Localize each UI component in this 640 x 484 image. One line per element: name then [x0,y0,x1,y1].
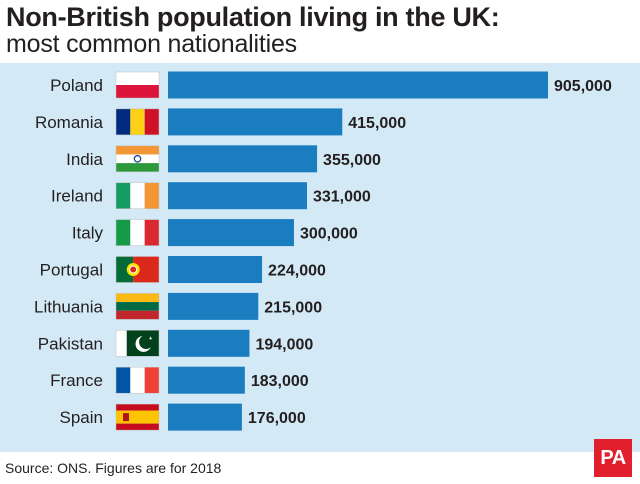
category-label-portugal: Portugal [40,261,103,280]
bar-poland [168,71,548,99]
spain-flag-icon [115,403,160,431]
pakistan-flag-icon [115,330,160,357]
category-label-lithuania: Lithuania [34,297,104,316]
pa-logo: PA [594,439,632,477]
bar-france [168,366,245,394]
value-label-india: 355,000 [323,152,381,169]
category-label-romania: Romania [35,113,104,132]
bar-portugal [168,256,263,283]
category-label-italy: Italy [72,224,104,243]
category-label-france: France [50,371,103,390]
poland-flag-icon [115,71,160,99]
romania-flag-icon [115,108,160,136]
value-label-spain: 176,000 [248,410,306,427]
portugal-flag-icon [115,256,160,283]
bar-chart: Poland 905,000 Romania 415,000 India 355,000 I… [34,71,612,431]
value-label-portugal: 224,000 [268,263,326,280]
bar-lithuania [168,292,259,320]
bar-romania [168,108,343,136]
value-label-lithuania: 215,000 [264,299,322,316]
category-label-india: India [66,150,103,169]
value-label-ireland: 331,000 [313,189,371,206]
italy-flag-icon [115,219,160,246]
value-label-france: 183,000 [251,373,309,390]
category-label-spain: Spain [60,408,103,427]
chart-title: Non-British population living in the UK: [6,2,500,32]
footer [0,452,640,484]
ireland-flag-icon [115,182,160,209]
source-note: Source: ONS. Figures are for 2018 [5,460,222,476]
value-label-italy: 300,000 [300,226,358,243]
value-label-poland: 905,000 [554,78,612,95]
value-label-pakistan: 194,000 [255,336,313,353]
bar-italy [168,219,294,247]
chart-subtitle: most common nationalities [6,30,297,58]
bar-ireland [168,182,307,210]
bar-pakistan [168,329,250,357]
category-label-poland: Poland [50,76,103,95]
lithuania-flag-icon [115,293,160,320]
bar-india [168,145,318,173]
bar-spain [168,403,242,431]
value-label-romania: 415,000 [348,115,406,132]
france-flag-icon [115,366,160,394]
category-label-pakistan: Pakistan [38,334,103,353]
category-label-ireland: Ireland [51,187,103,206]
india-flag-icon [115,145,160,173]
